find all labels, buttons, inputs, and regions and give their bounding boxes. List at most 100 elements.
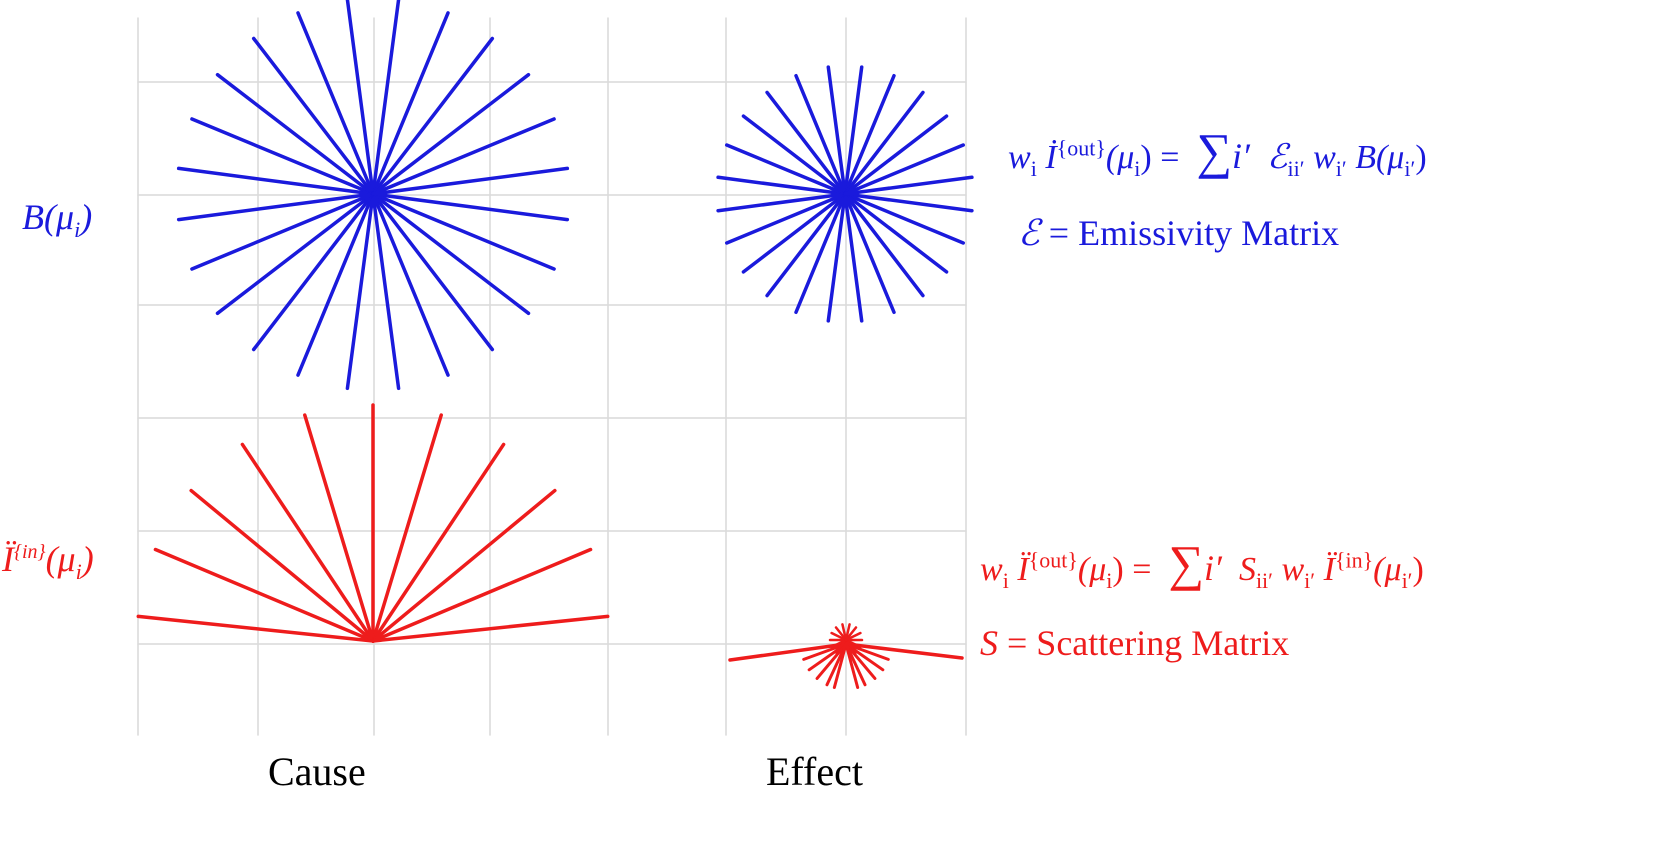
emissivity-text: = Emissivity Matrix bbox=[1039, 213, 1340, 253]
emission-equation: wi İ{out}(μi) = ∑i′ ℰii′ wi′ B(μi′) bbox=[1008, 122, 1427, 182]
emission-ray bbox=[190, 192, 375, 271]
emissivity-definition: ℰ = Emissivity Matrix bbox=[1018, 212, 1339, 254]
row-label-emission-close: ) bbox=[80, 197, 93, 237]
eq2-intensity-sup: {out} bbox=[1028, 547, 1078, 573]
emission-ray bbox=[176, 166, 375, 196]
emission-ray bbox=[716, 192, 847, 213]
emission-ray bbox=[296, 11, 375, 196]
column-label-cause: Cause bbox=[268, 749, 366, 794]
emission-ray bbox=[190, 117, 375, 196]
scattered-ray bbox=[728, 642, 848, 662]
eq2-source: Ï bbox=[1323, 551, 1335, 588]
emission-ray bbox=[371, 192, 556, 271]
incident-ray bbox=[136, 614, 375, 643]
emission-ray bbox=[345, 0, 375, 196]
incident-ray bbox=[371, 488, 557, 643]
effect-emission-rays bbox=[716, 65, 974, 323]
eq1-weight-sub: i bbox=[1030, 155, 1037, 181]
emission-ray bbox=[345, 192, 375, 391]
eq2-weight2-sub: i′ bbox=[1304, 567, 1316, 593]
emission-ray bbox=[843, 143, 966, 196]
eq2-matrix-sub: ii′ bbox=[1255, 567, 1273, 593]
eq2-source-sub: i′ bbox=[1401, 567, 1413, 593]
eq1-lhs-arg: (μ bbox=[1105, 139, 1135, 176]
emission-ray bbox=[843, 192, 966, 245]
row-label-scattering-symbol: Ï bbox=[2, 539, 14, 579]
eq2-weight2: w bbox=[1281, 551, 1305, 588]
incident-ray bbox=[303, 413, 375, 643]
row-label-scattering-close: ) bbox=[81, 539, 94, 579]
emission-ray bbox=[371, 192, 495, 352]
eq1-weight: w bbox=[1008, 139, 1031, 176]
emission-ray bbox=[765, 192, 847, 298]
incident-ray bbox=[371, 614, 610, 643]
eq1-intensity: İ bbox=[1045, 139, 1057, 176]
scattered-ray bbox=[815, 642, 848, 680]
eq2-source-close: ) bbox=[1412, 551, 1424, 588]
emission-ray bbox=[843, 192, 949, 274]
eq1-source-close: ) bbox=[1415, 139, 1427, 176]
emission-ray bbox=[826, 192, 847, 323]
scattered-ray bbox=[844, 642, 890, 661]
eq1-sum-symbol: ∑ bbox=[1196, 123, 1233, 179]
scattering-definition: S = Scattering Matrix bbox=[980, 622, 1289, 664]
emission-ray bbox=[794, 192, 847, 315]
emission-ray bbox=[371, 72, 531, 196]
eq1-lhs-arg-sub: i bbox=[1134, 155, 1141, 181]
emission-ray bbox=[843, 192, 974, 213]
scattered-ray bbox=[844, 631, 862, 642]
emission-ray bbox=[724, 192, 847, 245]
emission-ray bbox=[843, 90, 925, 196]
row-label-scattering: Ï{in}(μi) bbox=[2, 538, 94, 585]
cause-emission-rays bbox=[176, 0, 570, 391]
emission-ray bbox=[843, 65, 864, 196]
eq2-lhs-arg: (μ bbox=[1077, 551, 1107, 588]
emissivity-symbol: ℰ bbox=[1018, 213, 1040, 253]
eq1-matrix: ℰ bbox=[1266, 139, 1288, 176]
eq2-lhs-arg-sub: i bbox=[1106, 567, 1113, 593]
eq2-weight-sub: i bbox=[1002, 567, 1009, 593]
scattering-equation: wi Ï{out}(μi) = ∑i′ Sii′ wi′ Ï{in}(μi′) bbox=[980, 534, 1424, 594]
emission-ray bbox=[716, 175, 847, 196]
emission-ray bbox=[371, 117, 556, 196]
emission-ray bbox=[371, 11, 450, 196]
emission-ray bbox=[794, 73, 847, 196]
emission-ray bbox=[176, 192, 375, 222]
emission-ray bbox=[843, 114, 949, 196]
scattering-text: = Scattering Matrix bbox=[998, 623, 1290, 663]
emission-ray bbox=[251, 192, 375, 352]
row-label-scattering-sup: {in} bbox=[14, 541, 46, 563]
eq2-source-sup: {in} bbox=[1334, 547, 1374, 573]
eq2-lhs-close: ) = bbox=[1112, 551, 1152, 588]
eq1-sum-index: i′ bbox=[1232, 136, 1250, 176]
emission-ray bbox=[826, 65, 847, 196]
emission-ray bbox=[371, 36, 495, 196]
eq2-weight: w bbox=[980, 551, 1003, 588]
eq2-source-arg: (μ bbox=[1373, 551, 1402, 588]
eq2-matrix: S bbox=[1238, 551, 1256, 588]
grid-lines bbox=[137, 17, 967, 736]
emission-ray bbox=[741, 192, 847, 274]
scattering-symbol: S bbox=[980, 623, 998, 663]
row-label-scattering-arg: (μ bbox=[45, 539, 76, 579]
emission-ray bbox=[741, 114, 847, 196]
row-label-emission-arg: (μ bbox=[44, 197, 75, 237]
incident-ray bbox=[189, 488, 375, 643]
column-label-effect: Effect bbox=[766, 749, 863, 794]
eq1-weight2: w bbox=[1313, 139, 1336, 176]
emission-ray bbox=[843, 175, 974, 196]
row-label-emission: B(μi) bbox=[22, 196, 92, 243]
emission-ray bbox=[215, 192, 375, 316]
incident-ray bbox=[371, 547, 593, 643]
eq1-weight2-sub: i′ bbox=[1335, 155, 1347, 181]
row-label-emission-symbol: B bbox=[22, 197, 44, 237]
incident-ray bbox=[153, 547, 375, 643]
incident-ray bbox=[371, 413, 443, 643]
emission-ray bbox=[843, 192, 896, 315]
eq1-intensity-sup: {out} bbox=[1056, 135, 1106, 161]
emission-ray bbox=[371, 192, 570, 222]
row-label-scattering-sub: i bbox=[75, 559, 82, 585]
emission-ray bbox=[371, 192, 531, 316]
emission-ray bbox=[843, 192, 925, 298]
